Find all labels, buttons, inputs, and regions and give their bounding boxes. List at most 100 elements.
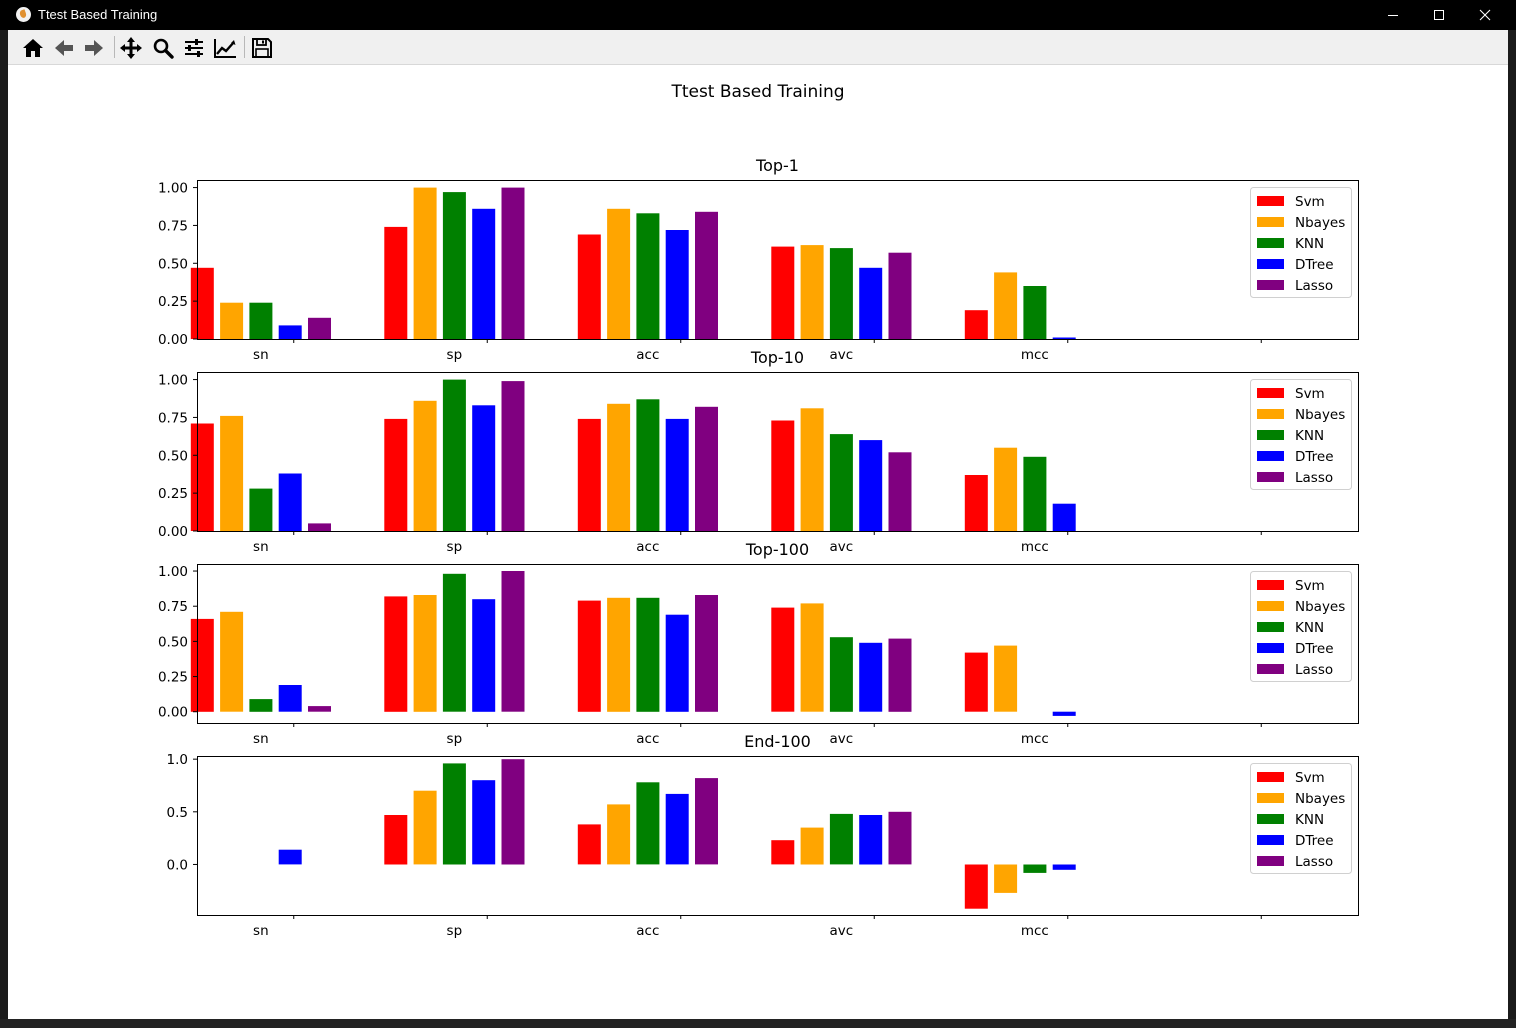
legend-swatch-dtree xyxy=(1257,259,1284,269)
legend-swatch-dtree xyxy=(1257,643,1284,653)
bar-lasso-sp xyxy=(501,759,525,865)
legend-label-knn: KNN xyxy=(1295,428,1324,444)
bar-svm-sp xyxy=(384,815,408,865)
x-tick-label: avc xyxy=(830,347,854,363)
save-icon xyxy=(252,38,272,58)
legend-label-lasso: Lasso xyxy=(1295,278,1333,294)
bar-nbayes-avc xyxy=(800,408,824,531)
minimize-button[interactable] xyxy=(1370,0,1416,30)
bar-dtree-sn xyxy=(278,849,302,865)
bar-dtree-acc xyxy=(665,418,689,531)
x-tick-label: sp xyxy=(447,347,463,363)
forward-button[interactable] xyxy=(80,34,108,62)
bar-lasso-acc xyxy=(695,406,718,531)
x-tick-label: avc xyxy=(830,731,854,747)
legend-swatch-knn xyxy=(1257,430,1284,440)
legend-swatch-lasso xyxy=(1257,472,1284,482)
bar-dtree-sp xyxy=(472,599,496,712)
bar-svm-avc xyxy=(771,607,795,712)
bar-dtree-avc xyxy=(859,440,883,531)
bar-dtree-sp xyxy=(472,405,496,531)
bar-nbayes-sp xyxy=(413,595,437,712)
edit-axis-button[interactable] xyxy=(211,34,239,62)
legend-label-lasso: Lasso xyxy=(1295,662,1333,678)
legend-label-dtree: DTree xyxy=(1295,641,1334,657)
bar-dtree-mcc xyxy=(1052,503,1076,531)
back-button[interactable] xyxy=(50,34,78,62)
legend-label-svm: Svm xyxy=(1295,578,1325,594)
bar-dtree-avc xyxy=(859,642,883,712)
maximize-icon xyxy=(1434,10,1444,20)
bar-svm-mcc xyxy=(964,864,988,909)
x-tick-label: acc xyxy=(636,347,659,363)
subplot-title: Top-10 xyxy=(750,348,804,367)
legend-label-knn: KNN xyxy=(1295,812,1324,828)
legend-label-nbayes: Nbayes xyxy=(1295,791,1345,807)
bar-nbayes-sn xyxy=(220,611,244,712)
bar-svm-mcc xyxy=(964,310,988,339)
bar-lasso-avc xyxy=(888,452,912,531)
x-tick-label: avc xyxy=(830,539,854,555)
save-button[interactable] xyxy=(248,34,276,62)
x-tick-label: acc xyxy=(636,731,659,747)
close-icon xyxy=(1479,9,1491,21)
minimize-icon xyxy=(1388,15,1398,16)
home-button[interactable] xyxy=(19,34,47,62)
background-window-left xyxy=(0,30,8,1028)
bar-lasso-avc xyxy=(888,811,912,865)
legend-swatch-svm xyxy=(1257,196,1284,206)
bar-nbayes-sp xyxy=(413,790,437,865)
pan-button[interactable] xyxy=(117,34,145,62)
bar-nbayes-acc xyxy=(607,597,631,712)
window-title: Ttest Based Training xyxy=(38,7,158,22)
bar-lasso-sn xyxy=(308,523,331,531)
x-tick-label: sn xyxy=(253,923,269,939)
legend-label-knn: KNN xyxy=(1295,236,1324,252)
bar-dtree-acc xyxy=(665,230,689,339)
bar-svm-sp xyxy=(384,226,408,339)
bar-dtree-sp xyxy=(472,208,496,339)
maximize-button[interactable] xyxy=(1416,0,1462,30)
bar-svm-mcc xyxy=(964,475,988,531)
pan-icon xyxy=(120,37,142,59)
legend-swatch-knn xyxy=(1257,238,1284,248)
axes-frame xyxy=(197,372,1359,532)
bar-knn-sn xyxy=(249,699,273,712)
legend-swatch-nbayes xyxy=(1257,409,1284,419)
close-button[interactable] xyxy=(1462,0,1508,30)
bar-knn-sn xyxy=(249,302,273,339)
y-tick-label: 0.50 xyxy=(158,634,188,650)
bar-lasso-acc xyxy=(695,211,718,339)
axes-frame xyxy=(197,756,1359,916)
y-tick-label: 0.25 xyxy=(158,486,188,502)
bar-dtree-avc xyxy=(859,815,883,865)
figure-canvas[interactable]: Ttest Based Training Top-1 0.00 0.25 0.50 0.… xyxy=(8,65,1508,1019)
legend-box xyxy=(1250,187,1352,298)
bar-lasso-sn xyxy=(308,317,331,339)
y-tick-label: 0.25 xyxy=(158,294,188,310)
bar-nbayes-mcc xyxy=(994,272,1018,339)
bar-svm-sn xyxy=(190,423,214,531)
bar-svm-acc xyxy=(577,600,601,712)
configure-subplots-button[interactable] xyxy=(180,34,208,62)
y-tick-label: 0.25 xyxy=(158,670,188,686)
legend-label-svm: Svm xyxy=(1295,386,1325,402)
legend-box xyxy=(1250,763,1352,874)
legend-swatch-svm xyxy=(1257,580,1284,590)
y-tick-label: 0.0 xyxy=(167,857,188,873)
legend-label-dtree: DTree xyxy=(1295,449,1334,465)
bar-knn-acc xyxy=(636,213,660,339)
legend-label-knn: KNN xyxy=(1295,620,1324,636)
legend-swatch-svm xyxy=(1257,772,1284,782)
bar-knn-sp xyxy=(442,192,466,339)
legend-swatch-nbayes xyxy=(1257,217,1284,227)
x-tick-label: sn xyxy=(253,347,269,363)
bar-knn-avc xyxy=(829,813,853,865)
zoom-button[interactable] xyxy=(149,34,177,62)
bar-lasso-sp xyxy=(501,381,525,531)
legend-swatch-knn xyxy=(1257,622,1284,632)
toolbar-separator xyxy=(244,36,245,58)
bar-lasso-sn xyxy=(308,706,331,712)
figure-suptitle: Ttest Based Training xyxy=(671,82,845,102)
forward-arrow-icon xyxy=(85,40,103,56)
